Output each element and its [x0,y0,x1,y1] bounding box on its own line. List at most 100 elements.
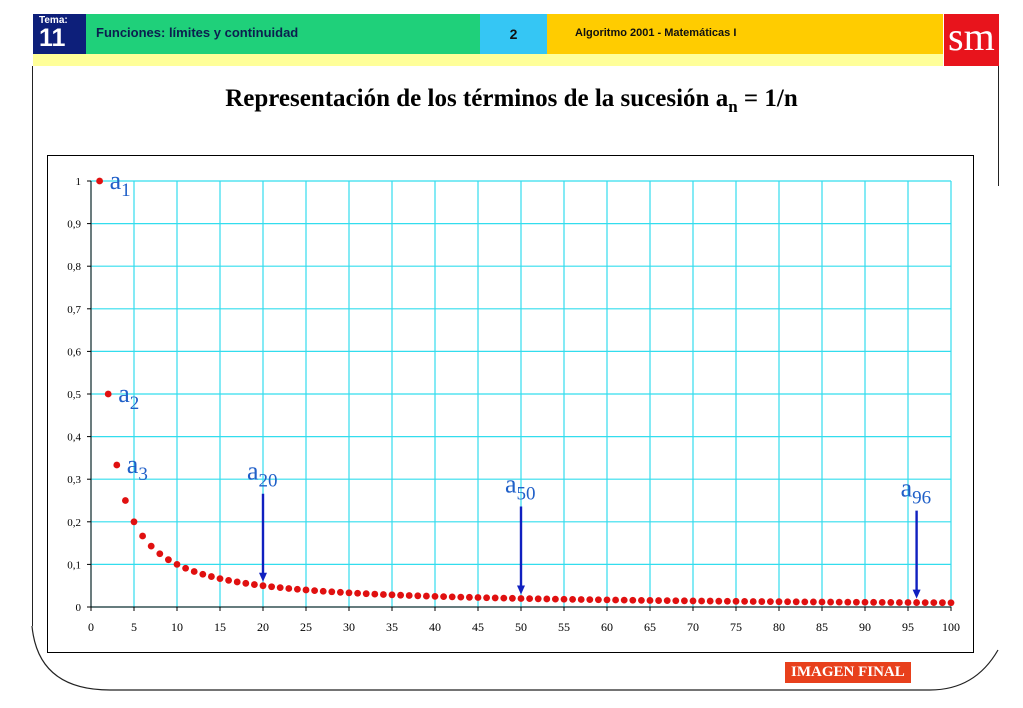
x-tick-label: 50 [515,620,527,634]
sequence-chart: 0 5 10 15 20 25 30 35 40 45 50 55 60 65 70 75 80 85 90 95 10… [67,166,960,634]
annotation-arrowhead [259,572,267,582]
data-point [689,597,697,605]
x-tick-label: 45 [472,620,484,634]
data-point [182,564,190,572]
x-tick-label: 55 [558,620,570,634]
data-point [724,597,731,605]
data-point [887,599,895,606]
data-point [784,598,791,606]
data-point [741,597,748,605]
x-tick-label: 65 [644,620,656,634]
data-point [767,598,774,606]
data-point [190,568,198,575]
data-point [827,598,834,606]
data-point [156,550,164,558]
y-tick-label: 0 [76,602,82,614]
data-point [276,584,284,592]
data-point [337,588,344,596]
y-tick-label: 0,7 [67,304,81,316]
data-point [569,595,576,603]
data-point [440,593,447,601]
data-point [251,581,258,588]
data-point [423,592,430,600]
data-point [139,532,146,540]
data-point [612,596,619,604]
annotation-arrowhead [517,585,525,595]
data-point [603,596,611,604]
y-tick-label: 0,2 [67,517,81,529]
data-point [225,576,233,584]
data-point [870,598,877,606]
data-point [405,592,413,599]
x-tick-label: 5 [131,620,137,634]
point-label: a2 [118,379,139,414]
data-point [491,594,499,602]
page-number-panel: 2 [480,14,547,54]
data-point [698,597,705,605]
data-point [96,177,103,185]
data-point [371,590,379,598]
data-point [543,595,551,603]
chart-container: 0 5 10 15 20 25 30 35 40 45 50 55 60 65 70 75 80 85 90 95 10… [47,155,974,653]
data-point [801,598,809,606]
data-point [577,596,585,603]
data-point [663,597,671,605]
data-point [113,461,121,469]
arrow-label: a50 [505,469,536,504]
course-title: Algoritmo 2001 - Matemáticas I [575,27,737,39]
data-point [810,598,817,606]
title-suffix: = 1/n [737,85,798,112]
annotation-arrowhead [912,589,921,599]
data-point [285,585,293,592]
data-point [474,594,482,601]
data-point [758,598,766,605]
y-tick-label: 0,5 [67,389,81,401]
data-point [302,586,310,594]
tema-badge: Tema: 11 [33,14,86,54]
data-point [319,587,327,595]
sm-logo: sm [944,14,999,66]
data-point [655,597,662,604]
data-point [414,592,422,600]
y-tick-label: 0,8 [67,261,81,273]
data-point [715,597,723,605]
data-point [629,596,637,604]
x-tick-label: 40 [429,620,441,634]
data-point [122,497,129,504]
page-number: 2 [509,26,518,42]
tema-label: Tema: [39,15,68,26]
data-point [947,599,955,607]
data-point [448,593,456,601]
data-point [921,599,929,607]
y-tick-label: 0,9 [67,219,81,231]
data-point [104,390,112,398]
title-subscript: n [728,97,738,116]
x-tick-label: 35 [386,620,398,634]
topic-panel: Funciones: límites y continuidad [86,14,480,54]
data-point [483,594,490,602]
x-tick-label: 20 [257,620,269,634]
data-point [199,570,207,578]
x-tick-label: 25 [300,620,312,634]
data-point [362,590,370,598]
course-panel: Algoritmo 2001 - Matemáticas I [547,14,943,54]
data-point [646,597,654,604]
x-tick-label: 70 [687,620,699,634]
x-tick-label: 80 [773,620,785,634]
slide-title: Representación de los términos de la suc… [0,85,1023,117]
tick-labels: 0 5 10 15 20 25 30 35 40 45 50 55 60 65 70 75 80 85 90 95 10… [67,176,960,634]
y-tick-label: 0,4 [67,432,81,444]
data-point [147,542,155,550]
data-point [294,585,301,593]
data-point [526,595,533,603]
data-point [345,589,353,597]
data-point [509,594,516,602]
data-point [939,599,946,607]
data-point [388,591,396,599]
data-point [904,599,912,606]
y-tick-label: 0,3 [67,474,81,486]
sm-logo-text: sm [948,14,995,59]
data-point [517,595,525,602]
data-point [930,599,938,607]
x-tick-label: 60 [601,620,613,634]
